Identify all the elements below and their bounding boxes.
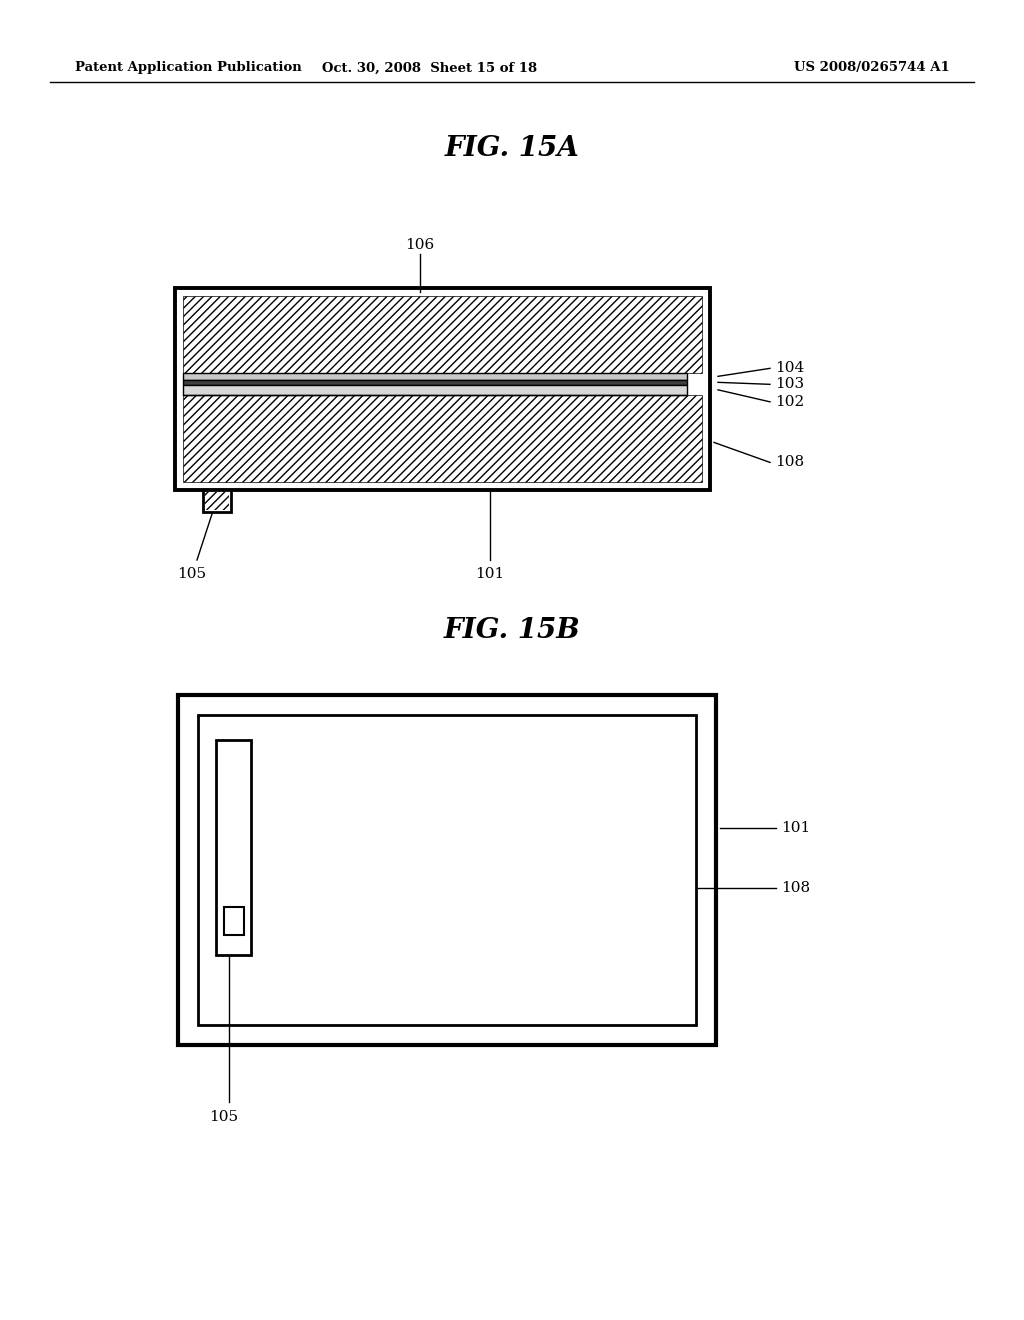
- Bar: [203, 490, 231, 512]
- Text: 101: 101: [475, 568, 505, 581]
- Text: US 2008/0265744 A1: US 2008/0265744 A1: [795, 62, 950, 74]
- Text: 108: 108: [781, 880, 810, 895]
- Text: FIG. 15B: FIG. 15B: [443, 616, 581, 644]
- Text: 104: 104: [775, 362, 804, 375]
- Bar: [183, 395, 702, 482]
- Bar: [175, 288, 710, 490]
- Text: 108: 108: [775, 455, 804, 470]
- Bar: [198, 715, 696, 1026]
- Text: 105: 105: [209, 1110, 238, 1125]
- Bar: [183, 385, 687, 395]
- Text: 103: 103: [775, 378, 804, 391]
- Bar: [216, 741, 251, 954]
- Text: 106: 106: [406, 238, 434, 252]
- Bar: [183, 395, 702, 482]
- Bar: [183, 380, 687, 385]
- Bar: [178, 696, 716, 1045]
- Text: 105: 105: [177, 568, 207, 581]
- Text: FIG. 15A: FIG. 15A: [444, 135, 580, 161]
- Text: 102: 102: [775, 395, 804, 409]
- Bar: [183, 372, 687, 380]
- Bar: [205, 492, 229, 510]
- Text: 101: 101: [781, 821, 810, 836]
- Bar: [183, 296, 702, 372]
- Text: Oct. 30, 2008  Sheet 15 of 18: Oct. 30, 2008 Sheet 15 of 18: [323, 62, 538, 74]
- Bar: [223, 907, 244, 935]
- Text: Patent Application Publication: Patent Application Publication: [75, 62, 302, 74]
- Bar: [183, 296, 702, 372]
